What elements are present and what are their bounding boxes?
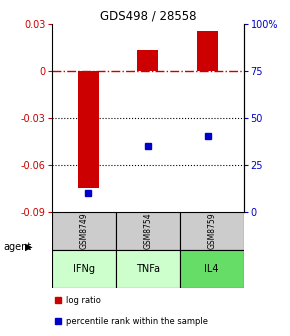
Text: GSM8759: GSM8759	[207, 212, 216, 249]
Bar	[52, 212, 116, 250]
Text: TNFa: TNFa	[136, 264, 160, 274]
Title: GDS498 / 28558: GDS498 / 28558	[100, 9, 196, 23]
Bar	[78, 71, 99, 188]
Text: log ratio: log ratio	[66, 296, 100, 305]
Bar	[116, 250, 180, 288]
Text: ▶: ▶	[25, 242, 32, 252]
Text: GSM8754: GSM8754	[143, 212, 153, 249]
Bar	[52, 250, 116, 288]
Text: IL4: IL4	[204, 264, 219, 274]
Bar	[180, 250, 244, 288]
Bar	[197, 31, 218, 71]
Text: GSM8749: GSM8749	[79, 212, 89, 249]
Text: agent: agent	[3, 242, 31, 252]
Bar	[116, 212, 180, 250]
Text: IFNg: IFNg	[73, 264, 95, 274]
Text: percentile rank within the sample: percentile rank within the sample	[66, 317, 208, 326]
Bar	[180, 212, 244, 250]
Bar	[137, 50, 158, 71]
